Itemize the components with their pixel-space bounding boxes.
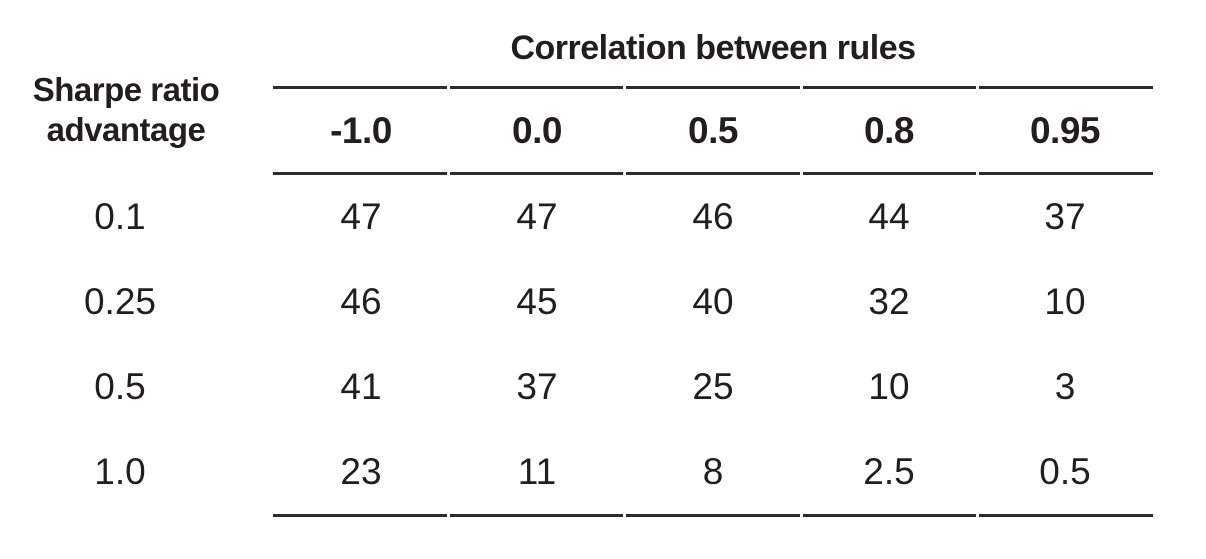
data-cell: 46 [340,281,382,323]
rule-segment [802,514,977,517]
data-cell: 0.5 [1039,450,1091,492]
rule-segment [979,172,1153,175]
data-cell: 2.5 [863,450,915,492]
table-bottom-rule [273,514,1153,517]
data-cell: 8 [702,450,724,492]
data-cell: 37 [1044,196,1086,238]
data-cell: 10 [1044,281,1086,323]
data-grid: 47 47 46 44 37 46 45 40 32 10 41 37 25 1… [273,175,1153,514]
data-cell: 45 [516,281,558,323]
rule-segment [626,514,800,517]
row-label: 1.0 [94,450,146,492]
rule-segment [802,86,977,89]
table-title: Correlation between rules [510,28,916,67]
rule-segment [979,86,1153,89]
rule-segment [449,514,624,517]
row-label-column: 0.1 0.25 0.5 1.0 [0,175,240,514]
column-header-row: -1.0 0.0 0.5 0.8 0.95 [273,89,1153,172]
data-cell: 47 [340,196,382,238]
data-cell: 47 [516,196,558,238]
data-cell: 37 [516,365,558,407]
rule-segment [979,514,1153,517]
row-label: 0.25 [83,281,156,323]
rule-segment [802,172,977,175]
row-axis-header-line-2: advantage [46,111,206,148]
data-cell: 11 [517,450,557,492]
rule-segment [273,514,447,517]
rule-segment [626,172,800,175]
rule-segment [626,86,800,89]
column-header: -1.0 [330,109,392,151]
data-cell: 40 [692,281,734,323]
rule-segment [273,86,447,89]
column-header: 0.0 [512,109,562,151]
row-label: 0.1 [94,196,146,238]
rule-segment [449,172,624,175]
data-cell: 23 [340,450,382,492]
rule-segment [449,86,624,89]
data-cell: 3 [1054,365,1076,407]
row-axis-header: Sharpe ratio advantage [0,69,252,151]
column-header: 0.5 [688,109,738,151]
data-cell: 46 [692,196,734,238]
data-cell: 44 [868,196,910,238]
row-label: 0.5 [94,365,146,407]
header-bottom-rule [273,172,1153,175]
data-cell: 32 [868,281,910,323]
data-cell: 41 [340,365,382,407]
column-header: 0.95 [1029,109,1101,151]
rule-segment [273,172,447,175]
data-cell: 10 [868,365,910,407]
column-header: 0.8 [864,109,914,151]
data-cell: 25 [692,365,734,407]
header-top-rule [273,86,1153,89]
row-axis-header-line-1: Sharpe ratio [32,71,220,108]
